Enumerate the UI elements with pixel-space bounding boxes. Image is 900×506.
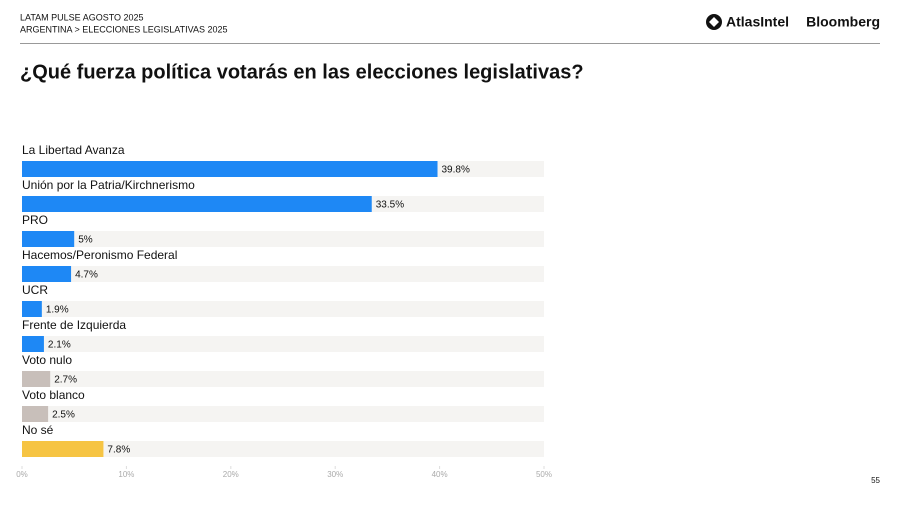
- value-label: 4.7%: [75, 270, 98, 281]
- x-tick-label: 10%: [118, 470, 134, 479]
- page-number: 55: [871, 476, 880, 485]
- bar-track: [22, 336, 544, 352]
- header-line: ARGENTINA > ELECCIONES LEGISLATIVAS 2025: [20, 24, 228, 34]
- bar: [22, 406, 49, 422]
- logo-icon-shape: [709, 17, 719, 27]
- value-label: 2.1%: [48, 340, 71, 351]
- chart-title: ¿Qué fuerza política votarás en las elec…: [20, 61, 584, 83]
- bar: [22, 266, 72, 282]
- value-label: 5%: [78, 235, 93, 246]
- category-label: PRO: [22, 213, 48, 227]
- bar-track: [22, 231, 544, 247]
- x-tick-label: 40%: [432, 470, 448, 479]
- value-label: 1.9%: [46, 305, 69, 316]
- category-label: Voto nulo: [22, 353, 72, 367]
- category-label: No sé: [22, 423, 54, 437]
- category-label: Hacemos/Peronismo Federal: [22, 248, 177, 262]
- value-label: 2.5%: [52, 410, 75, 421]
- category-label: La Libertad Avanza: [22, 143, 125, 157]
- value-label: 7.8%: [107, 445, 130, 456]
- bar-track: [22, 301, 544, 317]
- bar: [22, 231, 75, 247]
- bar: [22, 371, 51, 387]
- logo-text: Bloomberg: [806, 14, 880, 30]
- x-tick-label: 50%: [536, 470, 552, 479]
- category-label: UCR: [22, 283, 48, 297]
- x-tick-label: 20%: [223, 470, 239, 479]
- value-label: 39.8%: [442, 165, 470, 176]
- bar: [22, 441, 104, 457]
- bar-track: [22, 371, 544, 387]
- bar-track: [22, 406, 544, 422]
- bar-track: [22, 266, 544, 282]
- logo-text: AtlasIntel: [726, 14, 789, 30]
- category-label: Frente de Izquierda: [22, 318, 126, 332]
- x-tick-label: 30%: [327, 470, 343, 479]
- value-label: 33.5%: [376, 200, 404, 211]
- bar: [22, 196, 372, 212]
- value-label: 2.7%: [54, 375, 77, 386]
- category-label: Voto blanco: [22, 388, 85, 402]
- bar-track: [22, 441, 544, 457]
- bar: [22, 161, 438, 177]
- bar: [22, 336, 44, 352]
- x-tick-label: 0%: [16, 470, 28, 479]
- header-line: LATAM PULSE AGOSTO 2025: [20, 12, 144, 22]
- bar: [22, 301, 42, 317]
- category-label: Unión por la Patria/Kirchnerismo: [22, 178, 195, 192]
- atlasintel-logo: AtlasIntel: [706, 14, 789, 30]
